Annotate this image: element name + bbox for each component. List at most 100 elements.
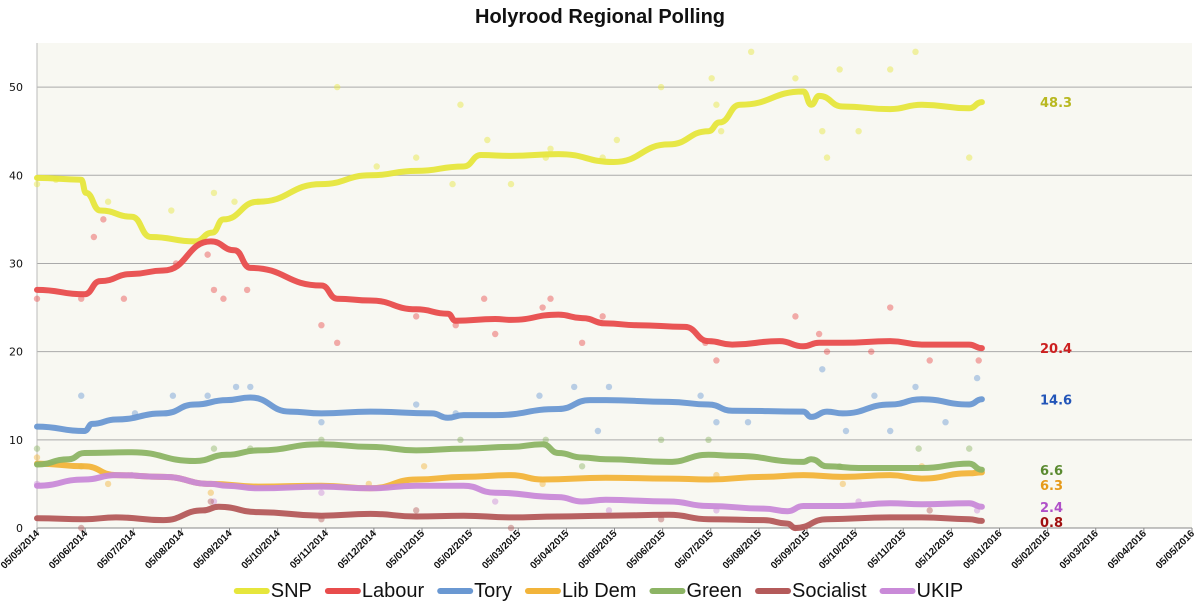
poll-point-tory [204,392,211,399]
y-tick-label: 0 [16,522,23,535]
poll-point-snp [104,198,112,205]
legend-item-lib-dem: Lib Dem [524,580,636,602]
poll-point-socialist [207,498,215,505]
line-socialist [34,503,985,531]
poll-point-labour [220,295,227,302]
legend-label: Lib Dem [562,580,636,602]
poll-point-labour [975,357,982,364]
end-label-labour: 20.4 [1040,342,1072,357]
legend-item-labour: Labour [324,580,425,602]
x-tick-label: 05/09/2014 [191,528,234,571]
poll-point-ukip [492,498,499,505]
x-tick-label: 05/12/2014 [336,528,379,571]
poll-point-tory [912,383,919,391]
poll-point-green [33,445,41,452]
poll-point-tory [605,383,613,391]
poll-point-labour [210,286,218,294]
poll-point-lib-dem [104,480,112,488]
poll-point-snp [413,154,420,161]
poll-point-tory [713,418,720,426]
poll-point-labour [792,313,799,320]
x-tick-label: 05/03/2015 [480,528,523,571]
poll-point-labour [492,330,499,338]
x-tick-label: 05/11/2014 [288,528,331,571]
poll-point-snp [334,83,341,91]
poll-point-socialist [78,524,85,532]
chart-title: Holyrood Regional Polling [475,6,725,28]
legend-label: UKIP [917,580,964,602]
poll-point-labour [823,348,831,355]
poll-point-snp [33,180,41,188]
line-ukip [34,472,985,515]
poll-point-tory [871,392,878,399]
legend: SNP Labour Tory Lib Dem Green Socialist UKIP [233,580,964,602]
x-tick-label: 05/10/2015 [817,528,860,571]
poll-point-tory [887,427,894,435]
end-label-tory: 14.6 [1040,393,1072,408]
x-tick-label: 05/12/2015 [913,528,956,571]
poll-point-tory [594,427,602,435]
poll-point-labour [33,295,41,302]
poll-point-tory [413,401,420,408]
plot-background [37,43,1192,528]
trend-lines [34,88,985,531]
poll-point-tory [697,392,704,399]
poll-point-labour [204,251,211,258]
poll-point-labour [413,313,420,320]
poll-point-labour [539,304,546,311]
x-tick-label: 05/03/2016 [1058,528,1101,571]
y-tick-label: 30 [9,257,23,270]
poll-point-green [966,445,973,452]
x-tick-label: 05/07/2015 [673,528,716,571]
x-tick-label: 05/04/2015 [528,528,571,571]
poll-point-snp [823,154,831,161]
y-tick-label: 10 [9,434,23,447]
x-tick-label: 05/05/2016 [1154,528,1197,571]
poll-point-tory [819,366,826,373]
poll-point-labour [100,216,107,223]
poll-point-labour [90,233,98,241]
poll-point-tory [571,383,578,391]
poll-point-green [705,436,712,444]
poll-point-snp [657,83,665,91]
x-tick-label: 05/06/2014 [47,528,90,571]
y-tick-label: 20 [9,346,23,359]
poll-point-tory [78,392,85,399]
poll-point-snp [547,145,554,153]
y-axis-ticks: 0 10 20 30 40 50 [9,81,23,535]
poll-point-snp [231,198,238,205]
line-tory [34,394,985,434]
poll-point-snp [484,136,491,144]
x-tick-label: 05/01/2015 [384,528,427,571]
end-label-ukip: 2.4 [1040,501,1063,516]
poll-point-tory [744,418,752,426]
end-label-snp: 48.3 [1040,96,1072,111]
legend-label: Socialist [792,580,867,602]
end-label-lib-dem: 6.3 [1040,479,1063,494]
legend-label: SNP [271,580,312,602]
poll-point-green [657,436,665,444]
poll-point-labour [547,295,554,302]
poll-point-snp [819,127,826,135]
poll-point-green [210,445,218,452]
poll-point-lib-dem [33,454,41,461]
poll-point-ukip [605,507,613,514]
poll-point-snp [966,154,973,161]
poll-point-snp [373,163,380,170]
x-tick-label: 05/08/2014 [143,528,186,571]
poll-point-labour [599,313,606,320]
poll-point-tory [973,374,981,382]
poll-point-snp [887,66,894,73]
x-axis-ticks: 05/05/2014 05/06/2014 05/07/2014 05/08/2014… [0,528,1197,572]
x-tick-label: 05/02/2015 [432,528,475,571]
legend-label: Green [686,580,742,602]
x-tick-label: 05/06/2015 [625,528,668,571]
poll-point-tory [169,392,177,399]
x-tick-label: 05/01/2016 [961,528,1004,571]
poll-point-tory [232,383,240,391]
poll-point-lib-dem [420,463,428,470]
poll-point-labour [334,339,341,347]
y-tick-label: 50 [9,81,23,94]
